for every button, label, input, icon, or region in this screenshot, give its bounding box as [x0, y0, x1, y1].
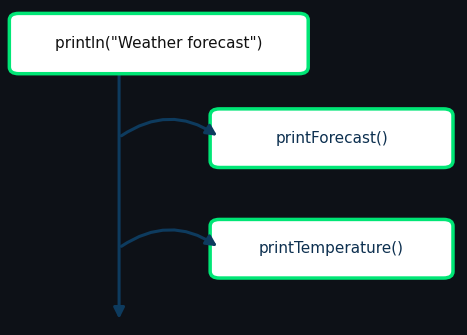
- FancyBboxPatch shape: [210, 109, 453, 168]
- Text: printTemperature(): printTemperature(): [259, 241, 404, 256]
- Text: printForecast(): printForecast(): [275, 131, 388, 146]
- FancyBboxPatch shape: [210, 219, 453, 278]
- Text: println("Weather forecast"): println("Weather forecast"): [55, 36, 262, 51]
- FancyBboxPatch shape: [9, 13, 308, 74]
